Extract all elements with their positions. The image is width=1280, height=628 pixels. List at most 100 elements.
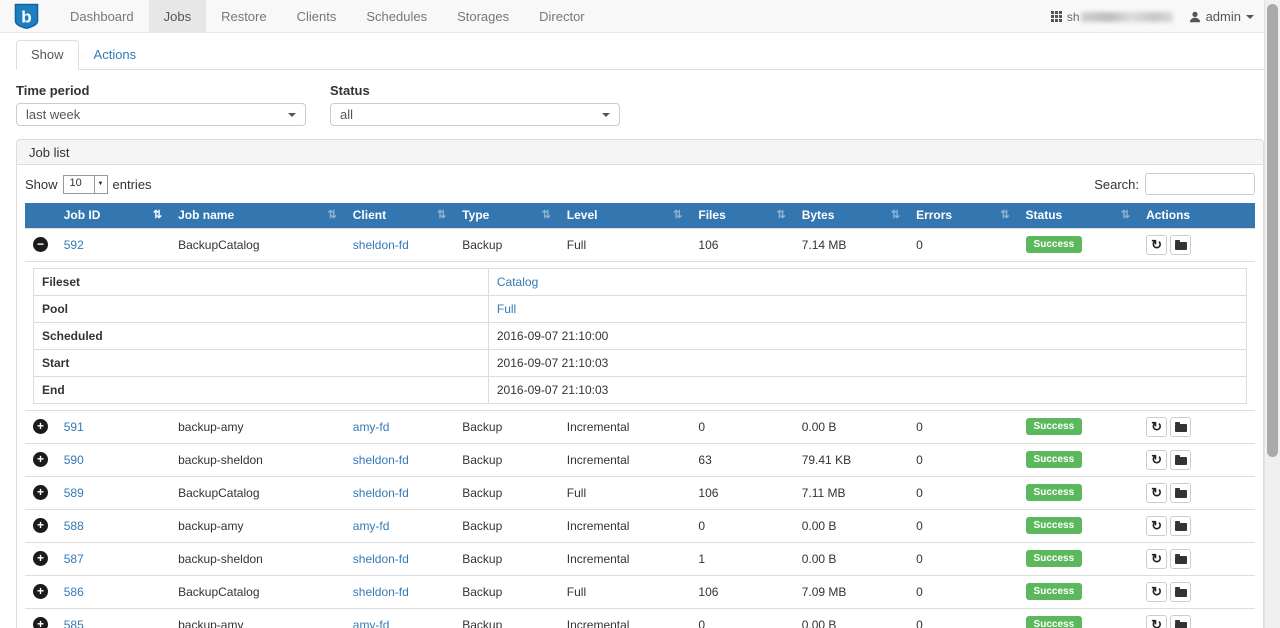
expand-row-icon[interactable]: + — [33, 584, 48, 599]
rerun-job-button[interactable]: ↻ — [1146, 235, 1167, 255]
client-link[interactable]: sheldon-fd — [353, 453, 409, 467]
rerun-job-button[interactable]: ↻ — [1146, 450, 1167, 470]
sort-icon[interactable]: ⇅ — [776, 208, 785, 221]
job-files-button[interactable] — [1170, 417, 1191, 437]
client-link[interactable]: sheldon-fd — [353, 585, 409, 599]
collapse-row-icon[interactable]: − — [33, 237, 48, 252]
job-files-button[interactable] — [1170, 582, 1191, 602]
column-header-level[interactable]: Level⇅ — [559, 203, 691, 228]
status-select[interactable]: all — [330, 103, 620, 126]
nav-item-dashboard[interactable]: Dashboard — [55, 0, 149, 32]
job-id-link[interactable]: 592 — [64, 238, 84, 252]
search-input[interactable] — [1145, 173, 1255, 195]
client-cell: amy-fd — [345, 410, 454, 443]
errors-cell: 0 — [908, 443, 1017, 476]
sort-icon[interactable]: ⇅ — [437, 208, 446, 221]
column-header-client[interactable]: Client⇅ — [345, 203, 454, 228]
rerun-job-button[interactable]: ↻ — [1146, 549, 1167, 569]
job-files-button[interactable] — [1170, 450, 1191, 470]
client-link[interactable]: sheldon-fd — [353, 486, 409, 500]
vertical-scrollbar[interactable] — [1264, 0, 1280, 628]
detail-value-link[interactable]: Catalog — [497, 275, 538, 289]
type-cell: Backup — [454, 410, 559, 443]
nav-item-storages[interactable]: Storages — [442, 0, 524, 32]
detail-field-label: Pool — [34, 295, 489, 322]
job-list-panel: Job list Show 10 ▼ entries Search: Job I… — [16, 139, 1264, 628]
job-id-link[interactable]: 591 — [64, 420, 84, 434]
client-link[interactable]: amy-fd — [353, 420, 390, 434]
tab-actions[interactable]: Actions — [79, 40, 152, 70]
app-logo[interactable]: b — [14, 0, 39, 32]
sort-icon[interactable]: ⇅ — [1000, 208, 1009, 221]
column-header-status[interactable]: Status⇅ — [1018, 203, 1139, 228]
sort-icon[interactable]: ⇅ — [328, 208, 337, 221]
rerun-job-button[interactable]: ↻ — [1146, 582, 1167, 602]
job-row: +586BackupCatalogsheldon-fdBackupFull106… — [25, 575, 1255, 608]
expand-row-icon[interactable]: + — [33, 485, 48, 500]
sort-icon[interactable]: ⇅ — [153, 208, 162, 221]
expand-row-icon[interactable]: + — [33, 452, 48, 467]
job-id-link[interactable]: 585 — [64, 618, 84, 628]
job-files-button[interactable] — [1170, 483, 1191, 503]
rerun-job-button[interactable]: ↻ — [1146, 417, 1167, 437]
time-period-select[interactable]: last week — [16, 103, 306, 126]
expand-row-icon[interactable]: + — [33, 551, 48, 566]
sort-icon[interactable]: ⇅ — [1121, 208, 1130, 221]
client-cell: sheldon-fd — [345, 575, 454, 608]
client-cell: amy-fd — [345, 509, 454, 542]
rerun-job-button[interactable]: ↻ — [1146, 615, 1167, 628]
folder-icon — [1175, 490, 1187, 498]
nav-item-jobs[interactable]: Jobs — [149, 0, 206, 32]
job-id-link[interactable]: 588 — [64, 519, 84, 533]
rerun-job-button[interactable]: ↻ — [1146, 483, 1167, 503]
errors-cell: 0 — [908, 476, 1017, 509]
client-link[interactable]: amy-fd — [353, 519, 390, 533]
job-row: +587backup-sheldonsheldon-fdBackupIncrem… — [25, 542, 1255, 575]
column-header-label: Type — [462, 208, 489, 222]
column-header-job-id[interactable]: Job ID⇅ — [56, 203, 170, 228]
time-period-label: Time period — [16, 83, 306, 98]
job-id-link[interactable]: 590 — [64, 453, 84, 467]
expand-row-icon[interactable]: + — [33, 419, 48, 434]
detail-value-link[interactable]: Full — [497, 302, 516, 316]
host-selector[interactable]: sh — [1051, 10, 1173, 24]
nav-item-clients[interactable]: Clients — [282, 0, 352, 32]
job-files-button[interactable] — [1170, 235, 1191, 255]
nav-item-director[interactable]: Director — [524, 0, 600, 32]
nav-item-restore[interactable]: Restore — [206, 0, 282, 32]
client-link[interactable]: amy-fd — [353, 618, 390, 628]
client-link[interactable]: sheldon-fd — [353, 238, 409, 252]
user-menu[interactable]: admin — [1189, 9, 1254, 24]
sort-icon[interactable]: ⇅ — [891, 208, 900, 221]
sort-icon[interactable]: ⇅ — [673, 208, 682, 221]
type-cell: Backup — [454, 476, 559, 509]
column-header-files[interactable]: Files⇅ — [690, 203, 793, 228]
client-link[interactable]: sheldon-fd — [353, 552, 409, 566]
job-id-link[interactable]: 587 — [64, 552, 84, 566]
nav-item-schedules[interactable]: Schedules — [351, 0, 442, 32]
tab-show[interactable]: Show — [16, 40, 79, 70]
job-files-button[interactable] — [1170, 615, 1191, 628]
level-cell: Full — [559, 575, 691, 608]
job-table: Job ID⇅Job name⇅Client⇅Type⇅Level⇅Files⇅… — [25, 203, 1255, 628]
scrollbar-thumb[interactable] — [1267, 4, 1278, 457]
column-header-bytes[interactable]: Bytes⇅ — [794, 203, 908, 228]
job-id-link[interactable]: 589 — [64, 486, 84, 500]
job-files-button[interactable] — [1170, 516, 1191, 536]
client-cell: sheldon-fd — [345, 443, 454, 476]
page-length-control: Show 10 ▼ entries — [25, 175, 152, 194]
job-id-link[interactable]: 586 — [64, 585, 84, 599]
job-files-button[interactable] — [1170, 549, 1191, 569]
column-header-job-name[interactable]: Job name ⇅ — [170, 203, 345, 228]
column-header-errors[interactable]: Errors⇅ — [908, 203, 1017, 228]
rerun-job-button[interactable]: ↻ — [1146, 516, 1167, 536]
column-header-actions[interactable]: Actions — [1138, 203, 1255, 228]
actions-cell: ↻ — [1138, 542, 1255, 575]
column-header-type[interactable]: Type ⇅ — [454, 203, 559, 228]
entries-select[interactable]: 10 ▼ — [63, 175, 108, 194]
column-header-label: Job name — [178, 208, 234, 222]
expand-row-icon[interactable]: + — [33, 518, 48, 533]
expand-row-icon[interactable]: + — [33, 617, 48, 628]
bytes-cell: 0.00 B — [794, 509, 908, 542]
sort-icon[interactable]: ⇅ — [542, 208, 551, 221]
